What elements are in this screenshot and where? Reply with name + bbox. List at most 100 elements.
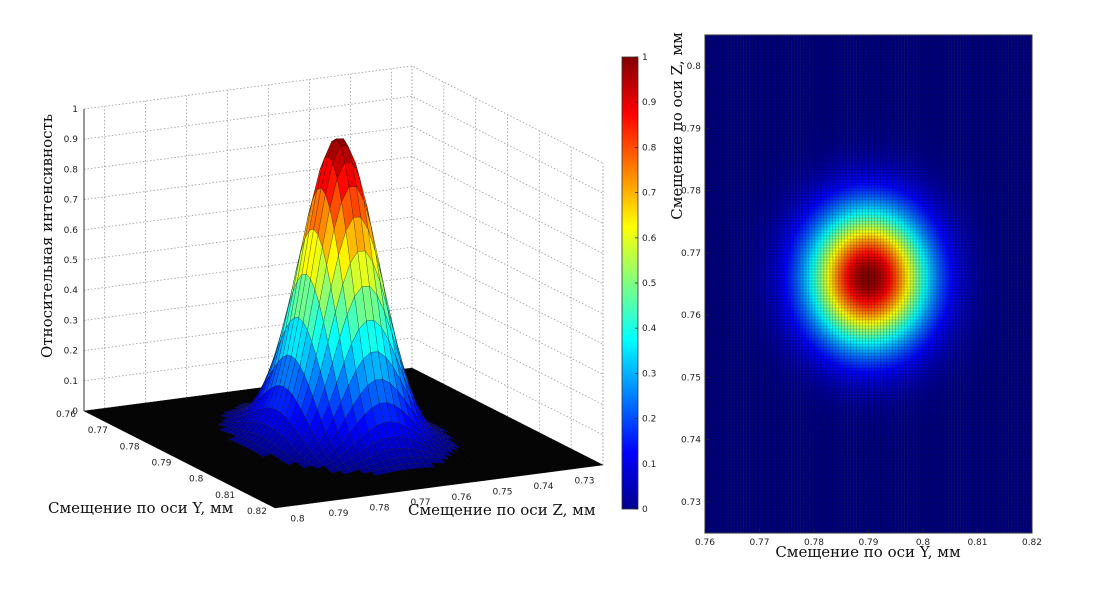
heatmap-cell — [731, 260, 735, 264]
heatmap-cell — [710, 386, 715, 390]
heatmap-cell — [752, 227, 756, 231]
heatmap-cell — [755, 53, 759, 57]
heatmap-cell — [719, 44, 723, 48]
heatmap-cell — [746, 458, 750, 462]
heatmap-cell — [731, 173, 735, 177]
heatmap-cell — [746, 92, 750, 96]
heatmap-cell — [728, 95, 732, 99]
heatmap-cell — [755, 482, 759, 486]
heatmap-cell — [731, 170, 735, 174]
heatmap-cell — [743, 317, 747, 321]
heatmap-cell — [728, 50, 732, 54]
heatmap-cell — [713, 272, 718, 276]
heatmap-cell — [743, 428, 747, 432]
heatmap-cell — [752, 152, 756, 156]
heatmap-cell — [752, 509, 756, 513]
heatmap-cell — [734, 521, 738, 525]
heatmap-cell — [713, 377, 718, 381]
heatmap-cell — [755, 128, 759, 132]
heatmap-cell — [716, 365, 721, 369]
heatmap-cell — [743, 161, 747, 165]
heatmap-cell — [710, 395, 715, 399]
heatmap-cell — [755, 362, 759, 366]
heatmap-cell — [749, 266, 753, 270]
heatmap-cell — [728, 398, 732, 402]
heatmap-cell — [731, 212, 735, 216]
heatmap-cell — [749, 293, 753, 297]
heatmap-cell — [755, 278, 759, 282]
heatmap-cell — [752, 329, 756, 333]
heatmap-cell — [728, 47, 732, 51]
heatmap-cell — [746, 374, 750, 378]
heatmap-cell — [734, 416, 738, 420]
heatmap-cell — [749, 179, 753, 183]
heatmap-cell — [713, 491, 718, 495]
heatmap-cell — [728, 110, 732, 114]
heatmap-cell — [740, 257, 744, 261]
heatmap-cell — [716, 50, 721, 54]
heatmap-cell — [713, 509, 718, 513]
heatmap-cell — [737, 215, 741, 219]
heatmap-cell — [710, 359, 715, 363]
heatmap-cell — [740, 341, 744, 345]
heatmap-cell — [740, 308, 744, 312]
heatmap-cell — [737, 242, 741, 246]
heatmap-cell — [722, 401, 726, 405]
heatmap-cell — [722, 170, 726, 174]
heatmap-cell — [740, 137, 744, 141]
heatmap-cell — [728, 131, 732, 135]
heatmap-cell — [713, 77, 718, 81]
heatmap-cell — [734, 215, 738, 219]
heatmap-cell — [749, 368, 753, 372]
heatmap-cell — [731, 392, 735, 396]
heatmap-cell — [722, 71, 726, 75]
heatmap-cell — [707, 464, 712, 468]
heatmap-cell — [722, 233, 726, 237]
heatmap-cell — [731, 215, 735, 219]
heatmap-cell — [710, 440, 715, 444]
heatmap-cell — [752, 395, 756, 399]
heatmap-cell — [713, 62, 718, 66]
heatmap-cell — [743, 422, 747, 426]
heatmap-cell — [722, 314, 726, 318]
heatmap-cell — [707, 74, 712, 78]
heatmap-cell — [731, 80, 735, 84]
heatmap-cell — [740, 119, 744, 123]
z-tick-label-floor: 0.73 — [574, 477, 594, 487]
heatmap-cell — [710, 68, 715, 72]
heatmap-cell — [743, 452, 747, 456]
heatmap-cell — [713, 251, 718, 255]
heatmap-cell — [710, 242, 715, 246]
heatmap-cell — [713, 248, 718, 252]
heatmap-cell — [752, 383, 756, 387]
heatmap-cell — [731, 152, 735, 156]
heatmap-cell — [728, 350, 732, 354]
heatmap-cell — [752, 179, 756, 183]
heatmap-cell — [710, 455, 715, 459]
heatmap-cell — [707, 479, 712, 483]
heatmap-cell — [740, 113, 744, 117]
z-tick-label: 0.5 — [64, 256, 78, 266]
heatmap-cell — [737, 176, 741, 180]
heatmap-cell — [710, 122, 715, 126]
heatmap-cell — [713, 362, 718, 366]
heatmap-cell — [749, 290, 753, 294]
heatmap-cell — [731, 77, 735, 81]
heatmap-cell — [752, 374, 756, 378]
heatmap-cell — [752, 353, 756, 357]
heatmap-cell — [749, 329, 753, 333]
colorbar-tick-label: 0.3 — [642, 369, 656, 379]
heatmap-cell — [740, 131, 744, 135]
heatmap-cell — [722, 485, 726, 489]
heatmap-cell — [743, 125, 747, 129]
heatmap-cell — [752, 221, 756, 225]
heatmap-cell — [755, 398, 759, 402]
heatmap-cell — [737, 332, 741, 336]
heatmap-cell — [710, 155, 715, 159]
heatmap-cell — [713, 386, 718, 390]
heatmap-cell — [746, 221, 750, 225]
heatmap-cell — [734, 278, 738, 282]
heatmap-cell — [746, 257, 750, 261]
heatmap-cell — [722, 428, 726, 432]
heatmap-cell — [707, 329, 712, 333]
